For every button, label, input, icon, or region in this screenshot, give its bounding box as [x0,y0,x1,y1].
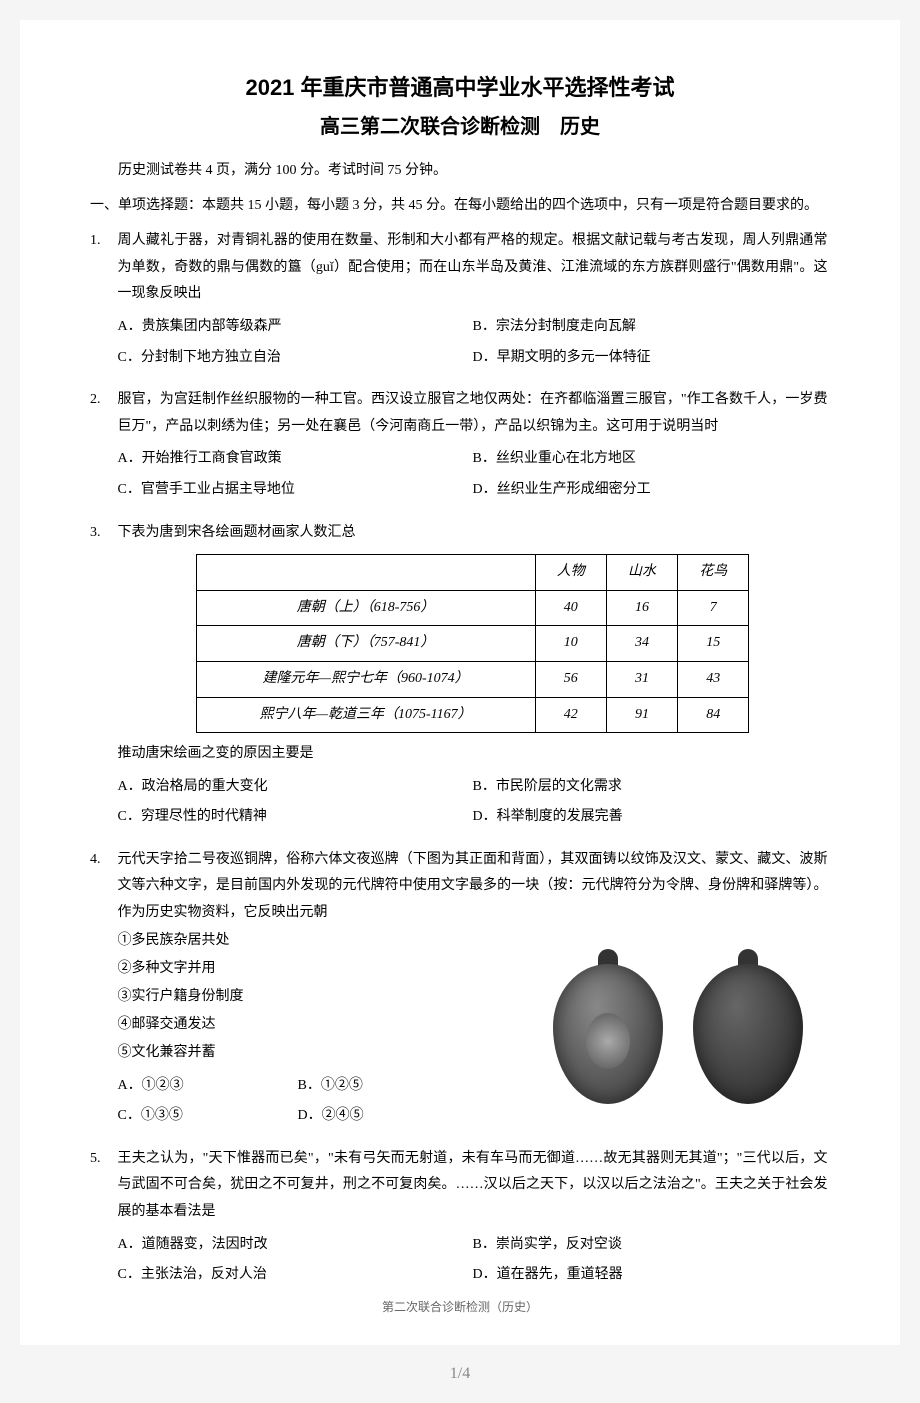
q3-option-a: A．政治格局的重大变化 [118,772,473,803]
q4-sub4: ④邮驿交通发达 [118,1011,518,1039]
table-cell: 40 [535,590,606,626]
q2-option-d: D．丝织业生产形成细密分工 [473,475,828,506]
table-cell: 91 [606,697,677,733]
q4-sub3: ③实行户籍身份制度 [118,983,518,1011]
table-header: 花鸟 [678,555,749,591]
table-cell: 7 [678,590,749,626]
table-cell: 56 [535,661,606,697]
q5-option-b: B．崇尚实学，反对空谈 [473,1230,828,1261]
question-5: 5. 王夫之认为，"天下惟器而已矣"，"未有弓矢而无射道，未有车马而无御道……故… [90,1146,830,1291]
question-3: 3. 下表为唐到宋各绘画题材画家人数汇总 人物 山水 花鸟 唐朝（上）（618-… [90,520,830,833]
table-cell: 唐朝（上）（618-756） [196,590,535,626]
q5-option-a: A．道随器变，法因时改 [118,1230,473,1261]
table-cell: 建隆元年—熙宁七年（960-1074） [196,661,535,697]
table-cell: 10 [535,626,606,662]
q2-text: 服官，为宫廷制作丝织服物的一种工官。西汉设立服官之地仅两处：在齐都临淄置三服官，… [118,387,828,440]
table-row: 唐朝（上）（618-756） 40 16 7 [196,590,749,626]
q5-option-c: C．主张法治，反对人治 [118,1260,473,1291]
table-row: 建隆元年—熙宁七年（960-1074） 56 31 43 [196,661,749,697]
footer-text: 第二次联合诊断检测（历史） [20,1298,900,1315]
q5-text: 王夫之认为，"天下惟器而已矣"，"未有弓矢而无射道，未有车马而无御道……故无其器… [118,1146,828,1226]
section-header: 一、单项选择题：本题共 15 小题，每小题 3 分，共 45 分。在每小题给出的… [90,193,830,218]
q1-option-a: A．贵族集团内部等级森严 [118,312,473,343]
table-cell: 43 [678,661,749,697]
q4-text: 元代天字拾二号夜巡铜牌，俗称六体文夜巡牌（下图为其正面和背面），其双面铸以纹饰及… [118,847,828,927]
q1-number: 1. [90,228,114,255]
q1-option-b: B．宗法分封制度走向瓦解 [473,312,828,343]
q2-option-c: C．官营手工业占据主导地位 [118,475,473,506]
table-header: 山水 [606,555,677,591]
table-cell: 熙宁八年—乾道三年（1075-1167） [196,697,535,733]
medal-front-icon [548,949,668,1109]
q2-option-b: B．丝织业重心在北方地区 [473,444,828,475]
table-row: 熙宁八年—乾道三年（1075-1167） 42 91 84 [196,697,749,733]
table-cell: 16 [606,590,677,626]
q2-number: 2. [90,387,114,414]
q4-option-c: C．①③⑤ [118,1101,298,1132]
q2-option-a: A．开始推行工商食官政策 [118,444,473,475]
q1-option-c: C．分封制下地方独立自治 [118,343,473,374]
table-cell: 84 [678,697,749,733]
q3-option-b: B．市民阶层的文化需求 [473,772,828,803]
medal-back-icon [688,949,808,1109]
q4-option-d: D．②④⑤ [298,1101,478,1132]
q4-sub5: ⑤文化兼容并蓄 [118,1039,518,1067]
q3-table: 人物 山水 花鸟 唐朝（上）（618-756） 40 16 7 唐朝（下）（75… [196,554,750,733]
table-header: 人物 [535,555,606,591]
q3-text: 下表为唐到宋各绘画题材画家人数汇总 [118,520,828,547]
exam-page: 2021 年重庆市普通高中学业水平选择性考试 高三第二次联合诊断检测 历史 历史… [20,20,900,1345]
question-2: 2. 服官，为宫廷制作丝织服物的一种工官。西汉设立服官之地仅两处：在齐都临淄置三… [90,387,830,505]
q4-sub2: ②多种文字并用 [118,955,518,983]
table-cell: 42 [535,697,606,733]
q3-option-d: D．科举制度的发展完善 [473,802,828,833]
q5-number: 5. [90,1146,114,1173]
table-cell: 31 [606,661,677,697]
table-header-row: 人物 山水 花鸟 [196,555,749,591]
q4-option-b: B．①②⑤ [298,1071,478,1102]
exam-info: 历史测试卷共 4 页，满分 100 分。考试时间 75 分钟。 [90,159,830,179]
page-number: 1/4 [0,1365,920,1383]
q1-option-d: D．早期文明的多元一体特征 [473,343,828,374]
q4-number: 4. [90,847,114,874]
main-title: 2021 年重庆市普通高中学业水平选择性考试 [90,70,830,102]
question-1: 1. 周人藏礼于器，对青铜礼器的使用在数量、形制和大小都有严格的规定。根据文献记… [90,228,830,373]
q4-option-a: A．①②③ [118,1071,298,1102]
sub-title: 高三第二次联合诊断检测 历史 [90,110,830,139]
q1-text: 周人藏礼于器，对青铜礼器的使用在数量、形制和大小都有严格的规定。根据文献记载与考… [118,228,828,308]
q3-number: 3. [90,520,114,547]
question-4: 4. 元代天字拾二号夜巡铜牌，俗称六体文夜巡牌（下图为其正面和背面），其双面铸以… [90,847,830,1132]
q4-sub1: ①多民族杂居共处 [118,927,518,955]
table-row: 唐朝（下）（757-841） 10 34 15 [196,626,749,662]
table-cell: 唐朝（下）（757-841） [196,626,535,662]
q4-image-area [528,927,828,1132]
table-cell: 15 [678,626,749,662]
table-header [196,555,535,591]
q3-option-c: C．穷理尽性的时代精神 [118,802,473,833]
q5-option-d: D．道在器先，重道轻器 [473,1260,828,1291]
table-cell: 34 [606,626,677,662]
q3-text2: 推动唐宋绘画之变的原因主要是 [118,741,828,768]
